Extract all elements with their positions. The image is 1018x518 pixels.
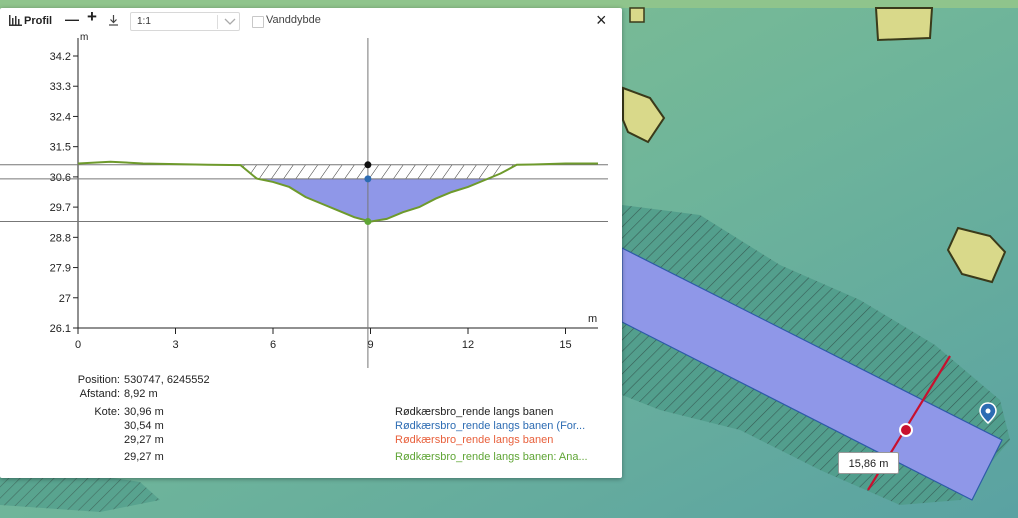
location-pin-icon[interactable] — [979, 402, 997, 424]
legend-item: Rødkærsbro_rende langs banen: Ana... — [395, 451, 588, 463]
y-tick-label: 34.2 — [50, 51, 71, 63]
y-tick-label: 29.7 — [50, 202, 71, 214]
legend-item: Rødkærsbro_rende langs banen — [395, 434, 554, 446]
profile-position-marker[interactable] — [899, 423, 913, 437]
chevron-down-icon — [224, 14, 236, 31]
x-tick-label: 9 — [367, 339, 373, 351]
elevation-value: 29,27 m — [124, 434, 164, 446]
download-icon[interactable] — [108, 15, 119, 30]
level-point — [364, 161, 372, 169]
zoom-in-button[interactable]: + — [87, 7, 97, 26]
scale-select[interactable]: 1:1 — [130, 12, 240, 31]
water-fill-area — [78, 178, 598, 222]
profile-toolbar: Profil — + 1:1 Vanddybde × — [0, 8, 622, 36]
x-axis-label: m — [588, 313, 597, 325]
profile-chart[interactable]: m m 34.2 33.3 32.4 31.5 30.6 29.7 28.8 27.9 27 26.1… — [0, 8, 622, 378]
profile-panel: Profil — + 1:1 Vanddybde × m m 34.2 33.3 32.… — [0, 8, 622, 478]
y-tick-label: 30.6 — [50, 172, 71, 184]
elevation-label: Kote: — [94, 406, 120, 418]
elevation-value: 29,27 m — [124, 451, 164, 463]
map-building — [622, 86, 666, 144]
profile-chart-icon — [9, 15, 22, 30]
map-building — [946, 226, 1007, 284]
x-tick-label: 0 — [75, 339, 81, 351]
water-depth-label[interactable]: Vanddybde — [266, 14, 321, 26]
map-channel — [621, 247, 1003, 501]
terrain-profile-line — [77, 160, 598, 223]
x-tick-label: 6 — [270, 339, 276, 351]
map-top-strip — [0, 0, 1018, 8]
close-button[interactable]: × — [596, 10, 607, 30]
map-building — [629, 7, 645, 23]
level-point — [364, 218, 372, 226]
x-tick-label: 15 — [559, 339, 571, 351]
y-tick-label: 33.3 — [50, 81, 71, 93]
x-tick-label: 3 — [172, 339, 178, 351]
y-tick-label: 28.8 — [50, 232, 71, 244]
profile-title: Profil — [24, 15, 53, 27]
position-value: 530747, 6245552 — [124, 374, 210, 386]
y-tick-label: 26.1 — [50, 323, 71, 335]
y-tick-label: 27.9 — [50, 263, 71, 275]
legend-item: Rødkærsbro_rende langs banen (For... — [395, 420, 586, 432]
map-hatched-bank-lower — [0, 470, 160, 512]
distance-label: Afstand: — [79, 388, 120, 400]
legend-item: Rødkærsbro_rende langs banen — [395, 406, 554, 418]
distance-value: 8,92 m — [124, 388, 158, 400]
level-point — [364, 175, 372, 183]
x-tick-label: 12 — [462, 339, 474, 351]
elevation-value: 30,54 m — [124, 420, 164, 432]
y-tick-label: 31.5 — [50, 142, 71, 154]
position-label: Position: — [77, 374, 120, 386]
y-tick-label: 32.4 — [50, 111, 71, 123]
zoom-out-button[interactable]: — — [65, 11, 79, 27]
elevation-value: 30,96 m — [124, 406, 164, 418]
y-axis-label: m — [80, 32, 88, 43]
y-tick-label: 27 — [59, 293, 71, 305]
distance-tooltip: 15,86 m — [838, 452, 899, 474]
map-building — [874, 7, 934, 42]
scale-value: 1:1 — [137, 16, 151, 27]
scale-select-divider — [217, 15, 218, 29]
water-depth-checkbox[interactable] — [252, 16, 264, 28]
